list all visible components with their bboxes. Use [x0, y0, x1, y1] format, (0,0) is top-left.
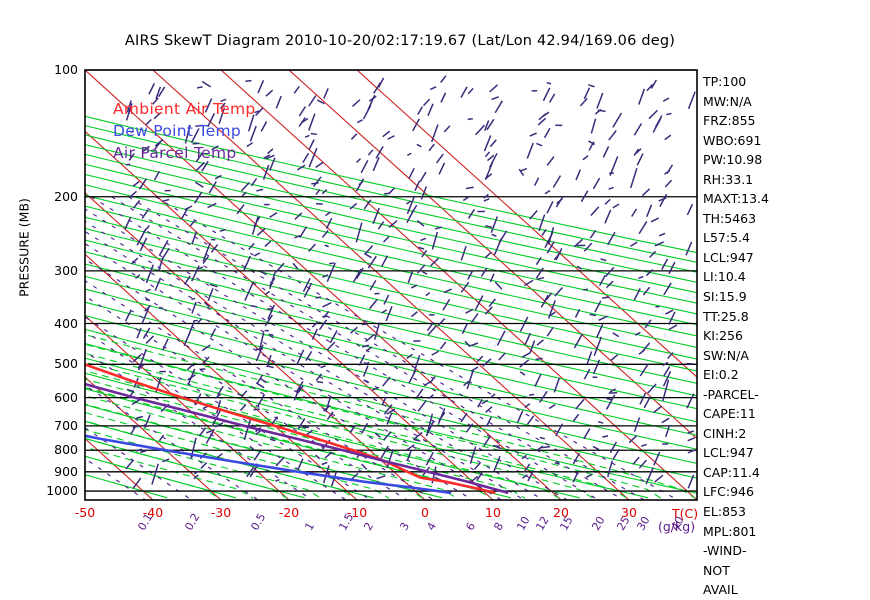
- pressure-tick-300: 300: [38, 263, 78, 278]
- index-ei-0-2: EI:0.2: [703, 365, 863, 385]
- bottom-temp-tick-0: 0: [400, 505, 450, 520]
- index-pw-10-98: PW:10.98: [703, 150, 863, 170]
- skewt-diagram-page: AIRS SkewT Diagram 2010-10-20/02:17:19.6…: [0, 0, 870, 560]
- pressure-tick-1000: 1000: [38, 483, 78, 498]
- index--wind-: -WIND-: [703, 541, 863, 561]
- index-tt-25-8: TT:25.8: [703, 307, 863, 327]
- bottom-temp-tick--30: -30: [196, 505, 246, 520]
- index-mw-n-a: MW:N/A: [703, 92, 863, 112]
- index-frz-855: FRZ:855: [703, 111, 863, 131]
- legend-ambient-air-temp: Ambient Air Temp: [113, 100, 256, 118]
- index-cape-11: CAPE:11: [703, 404, 863, 424]
- bottom-temp-tick--20: -20: [264, 505, 314, 520]
- index--parcel-: -PARCEL-: [703, 385, 863, 405]
- index-maxt-13-4: MAXT:13.4: [703, 189, 863, 209]
- index-tp-100: TP:100: [703, 72, 863, 92]
- index-rh-33-1: RH:33.1: [703, 170, 863, 190]
- index-l57-5-4: L57:5.4: [703, 228, 863, 248]
- index-th-5463: TH:5463: [703, 209, 863, 229]
- legend-air-parcel-temp: Air Parcel Temp: [113, 144, 237, 162]
- pressure-tick-200: 200: [38, 189, 78, 204]
- pressure-tick-400: 400: [38, 316, 78, 331]
- x-axis-label-mixing: (g/kg): [658, 519, 695, 534]
- index-lcl-947: LCL:947: [703, 248, 863, 268]
- pressure-tick-900: 900: [38, 464, 78, 479]
- index-sw-n-a: SW:N/A: [703, 346, 863, 366]
- index-li-10-4: LI:10.4: [703, 267, 863, 287]
- bottom-temp-tick--10: -10: [332, 505, 382, 520]
- bottom-temp-tick-10: 10: [468, 505, 518, 520]
- pressure-tick-700: 700: [38, 418, 78, 433]
- index-lfc-946: LFC:946: [703, 482, 863, 502]
- index-cinh-2: CINH:2: [703, 424, 863, 444]
- pressure-tick-100: 100: [38, 62, 78, 77]
- pressure-tick-600: 600: [38, 390, 78, 405]
- index-mpl-801: MPL:801: [703, 522, 863, 542]
- index-si-15-9: SI:15.9: [703, 287, 863, 307]
- pressure-tick-500: 500: [38, 356, 78, 371]
- pressure-tick-800: 800: [38, 442, 78, 457]
- legend-dew-point-temp: Dew Point Temp: [113, 122, 241, 140]
- index-avail: AVAIL: [703, 580, 863, 600]
- index-wbo-691: WBO:691: [703, 131, 863, 151]
- bottom-temp-tick--50: -50: [60, 505, 110, 520]
- index-el-853: EL:853: [703, 502, 863, 522]
- index-not: NOT: [703, 561, 863, 581]
- index-lcl-947: LCL:947: [703, 443, 863, 463]
- index-cap-11-4: CAP:11.4: [703, 463, 863, 483]
- index-ki-256: KI:256: [703, 326, 863, 346]
